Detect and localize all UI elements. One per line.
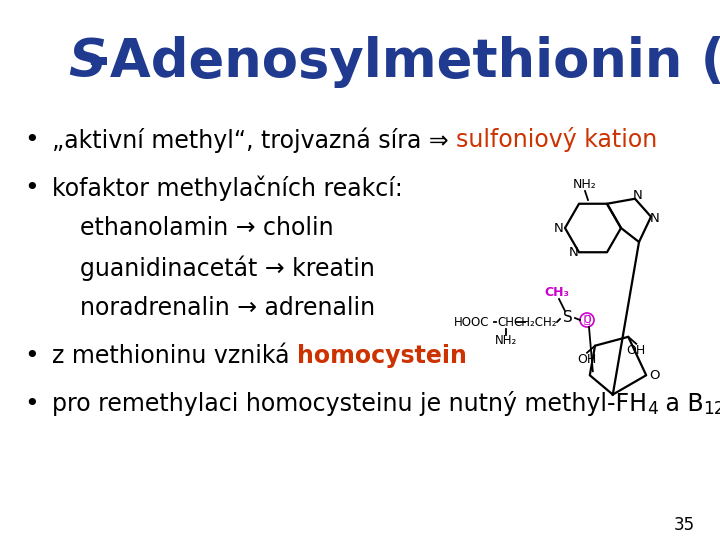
Text: N: N xyxy=(633,189,643,202)
Text: guanidinacetát → kreatin: guanidinacetát → kreatin xyxy=(80,255,375,281)
Text: z methioninu vzniká: z methioninu vzniká xyxy=(52,344,297,368)
Text: •: • xyxy=(24,128,40,152)
Text: -Adenosylmethionin (SAM): -Adenosylmethionin (SAM) xyxy=(88,36,720,88)
Text: •: • xyxy=(24,176,40,200)
Text: „aktivní methyl“, trojvazná síra ⇒: „aktivní methyl“, trojvazná síra ⇒ xyxy=(52,127,456,153)
Text: •: • xyxy=(24,392,40,416)
Text: S: S xyxy=(563,310,573,326)
Text: homocystein: homocystein xyxy=(297,344,467,368)
Text: OH: OH xyxy=(626,345,646,357)
Text: N: N xyxy=(569,246,579,259)
Text: ethanolamin → cholin: ethanolamin → cholin xyxy=(80,216,333,240)
Text: CH: CH xyxy=(498,315,515,328)
Text: OH: OH xyxy=(577,353,597,366)
Text: O: O xyxy=(649,369,660,382)
Text: kofaktor methylačních reakcí:: kofaktor methylačních reakcí: xyxy=(52,176,402,201)
Text: CH₃: CH₃ xyxy=(544,286,570,299)
Text: 35: 35 xyxy=(674,516,695,534)
Text: CH₂CH₂: CH₂CH₂ xyxy=(513,315,557,328)
Text: Ⓘ: Ⓘ xyxy=(584,315,590,325)
Text: N: N xyxy=(650,212,660,225)
Text: NH₂: NH₂ xyxy=(495,334,517,347)
Text: S: S xyxy=(68,36,106,88)
Text: HOOC: HOOC xyxy=(454,315,490,328)
Text: pro remethylaci homocysteinu je nutný methyl-FH: pro remethylaci homocysteinu je nutný me… xyxy=(52,392,647,416)
Text: sulfoniový kation: sulfoniový kation xyxy=(456,127,657,152)
Text: 12: 12 xyxy=(703,400,720,418)
Text: N: N xyxy=(554,221,564,234)
Text: NH₂: NH₂ xyxy=(573,178,597,191)
Text: O: O xyxy=(583,315,591,325)
Text: •: • xyxy=(24,344,40,368)
Text: 4: 4 xyxy=(647,400,658,418)
Text: noradrenalin → adrenalin: noradrenalin → adrenalin xyxy=(80,296,375,320)
Text: a B: a B xyxy=(658,392,703,416)
